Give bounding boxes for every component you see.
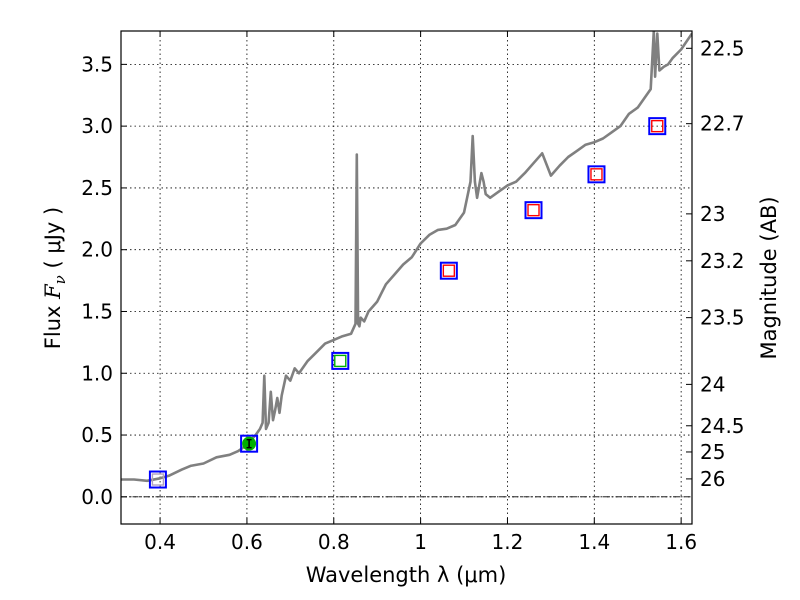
spectrum-series xyxy=(121,31,692,483)
right-tick-label: 22.7 xyxy=(700,112,745,136)
right-tick-label: 23.2 xyxy=(700,249,745,273)
photometry-point-filter-5 xyxy=(524,201,543,220)
x-tick-label: 1.2 xyxy=(492,530,524,554)
right-tick-label: 22.5 xyxy=(700,36,745,60)
model-flux-marker xyxy=(648,117,667,136)
right-tick-label: 26 xyxy=(700,467,725,491)
photometry-point-filter-4 xyxy=(439,261,458,280)
y-axis-ticks: 0.0 0.5 1.0 1.5 2.0 2.5 3.0 3.5 xyxy=(81,52,127,509)
photometry-point-filter-2 xyxy=(240,434,259,453)
y-axis-label-right: Magnitude (AB) xyxy=(757,196,781,359)
model-flux-marker xyxy=(587,165,606,184)
right-tick-label: 24 xyxy=(700,372,725,396)
filter-flux-marker xyxy=(442,264,456,277)
model-flux-marker xyxy=(439,261,458,280)
x-axis-label: Wavelength λ (μm) xyxy=(306,563,507,587)
grid xyxy=(121,31,692,524)
photometry-point-filter-3 xyxy=(331,351,350,370)
x-axis-ticks: 0.4 0.6 0.8 1 1.2 1.4 1.6 xyxy=(144,31,697,554)
y-tick-label: 2.5 xyxy=(81,176,113,200)
model-flux-marker xyxy=(240,434,259,453)
model-flux-marker xyxy=(524,201,543,220)
spectrum-line xyxy=(121,31,692,483)
y-tick-label: 1.5 xyxy=(81,299,113,323)
right-tick-label: 24.5 xyxy=(700,414,745,438)
x-tick-label: 0.4 xyxy=(144,530,176,554)
plot-frame xyxy=(120,30,693,525)
x-tick-label: 0.6 xyxy=(231,530,263,554)
x-tick-label: 1 xyxy=(414,530,427,554)
right-axis-ticks: 22.5 22.7 23 23.2 23.5 24 24.525 26 xyxy=(686,36,745,491)
right-tick-label: 23.5 xyxy=(700,306,745,330)
x-tick-label: 1.4 xyxy=(578,530,610,554)
photometry-point-filter-7 xyxy=(648,117,667,136)
right-tick-label: 25 xyxy=(700,440,725,464)
y-tick-label: 2.0 xyxy=(81,238,113,262)
model-flux-marker xyxy=(331,351,350,370)
photometry-point-filter-6 xyxy=(587,165,606,184)
model-flux-marker xyxy=(148,470,167,489)
filter-flux-marker xyxy=(151,473,165,486)
filter-flux-marker xyxy=(527,203,540,217)
filter-flux-marker xyxy=(651,119,664,133)
y-tick-label: 3.5 xyxy=(81,52,113,76)
y-axis-label-left: Flux Fν ( μJy ) xyxy=(41,207,69,349)
photometry-points xyxy=(148,117,667,489)
filter-flux-marker xyxy=(590,168,603,181)
y-tick-label: 3.0 xyxy=(81,114,113,138)
y-tick-label: 0.0 xyxy=(81,485,113,509)
filter-flux-marker xyxy=(334,354,347,368)
y-tick-label: 0.5 xyxy=(81,423,113,447)
y-tick-label: 1.0 xyxy=(81,361,113,385)
photometry-point-filter-1 xyxy=(148,470,167,489)
x-tick-label: 1.6 xyxy=(665,530,697,554)
right-tick-label: 23 xyxy=(700,202,725,226)
x-tick-label: 0.8 xyxy=(318,530,350,554)
